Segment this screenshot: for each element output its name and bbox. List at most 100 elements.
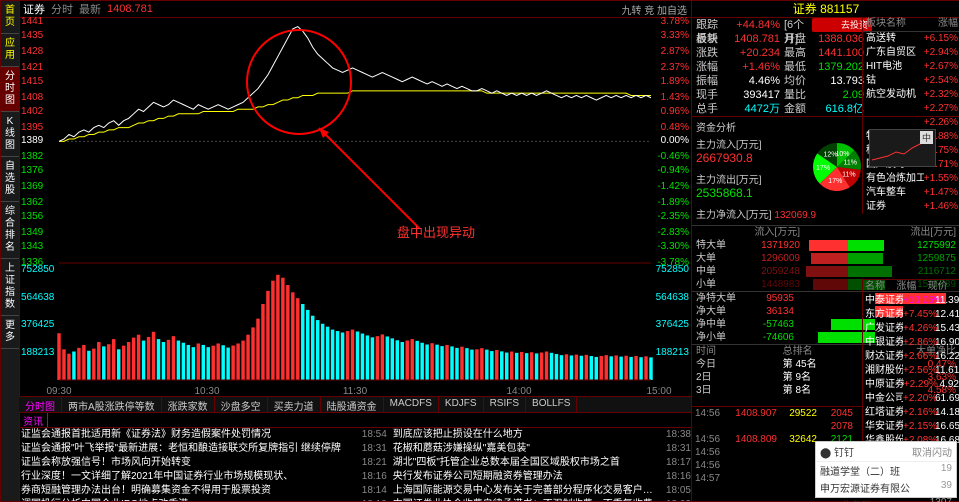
popup-item[interactable]: VTM业务群1307 (816, 496, 956, 502)
sector-row[interactable]: HIT电池+2.67% (863, 60, 959, 74)
popup-item[interactable]: 申万宏源证券有限公39 (816, 479, 956, 496)
sector-row[interactable]: 航空发动机+2.32% (863, 88, 959, 102)
sector-row[interactable]: +2.26% (863, 116, 959, 130)
svg-text:11:30: 11:30 (343, 386, 368, 396)
popup-item[interactable]: 融道学堂（二）班19 (816, 462, 956, 479)
news-list: 证监会通报首批适用新《证券法》财务造假案件处罚情况18:54到底应该把止损设在什… (19, 428, 691, 501)
indicator-tab-2[interactable]: 涨跌家数 (162, 397, 215, 413)
y-label-left: 1356 (21, 211, 43, 222)
news-item[interactable]: 花椒和蘑菇涉嫌操纵"嘉美包装" (387, 442, 653, 456)
chart-mode: 分时 (51, 1, 73, 17)
y-label-left: 564638 (21, 292, 54, 303)
y-label-left: 1408 (21, 92, 43, 103)
rail-tab-6[interactable]: 上证指数 (1, 259, 19, 316)
y-label-right: 376425 (656, 319, 689, 330)
security-name: 证券 (23, 1, 45, 17)
sector-row[interactable]: 有色冶炼加工+1.55% (863, 172, 959, 186)
news-item[interactable]: 券商短融管理办法出台！明确募集资金不得用于股票投资 (19, 484, 349, 498)
y-label-right: -1.89% (657, 197, 689, 208)
y-label-left: 1402 (21, 106, 43, 117)
tick-row: 14:561408.907295222045 (692, 407, 862, 420)
y-label-left: 1389 (21, 135, 43, 146)
news-item[interactable]: 湖北"四板"托管企业总数本届全国区域股权市场之首 (387, 456, 653, 470)
news-item[interactable]: 到底应该把止损设在什么地方 (387, 428, 653, 442)
right-panel: 证券 881157 跟踪板块+44.84%[6个月]去投资最新1408.781开… (691, 1, 959, 501)
rail-tab-0[interactable]: 首页 (1, 1, 19, 34)
svg-text:11%: 11% (844, 160, 858, 167)
popup-app-icon: ⬤ 钉钉 (820, 444, 854, 459)
indicator-tab-1[interactable]: 两市A股涨跌停等数 (62, 397, 162, 413)
indicator-tabs: 分时图两市A股涨跌停等数涨跌家数沙盘多空买卖力道陆股通资金MACDFSKDJFS… (19, 396, 691, 413)
y-label-left: 1343 (21, 241, 43, 252)
news-tabs: 资讯 (19, 413, 691, 428)
news-item[interactable]: 行业深度！一文详细了解2021年中国证券行业市场规模现状、 (19, 470, 349, 484)
indicator-tab-3[interactable]: 沙盘多空 (215, 397, 268, 413)
stock-row[interactable]: 东方证券+7.45%12.41 (863, 308, 959, 322)
rail-tab-3[interactable]: K线图 (1, 112, 19, 157)
notification-popup[interactable]: ⬤ 钉钉 取消闪动 融道学堂（二）班19申万宏源证券有限公39VTM业务群130… (815, 441, 957, 498)
right-title: 证券 881157 (692, 1, 959, 18)
y-label-right: 0.48% (661, 122, 689, 133)
y-label-left: 376425 (21, 319, 54, 330)
svg-text:17%: 17% (828, 178, 842, 185)
stock-row[interactable]: 湘财股份+2.56%11.61 (863, 364, 959, 378)
indicator-tab-9[interactable]: BOLLFS (526, 397, 577, 413)
y-label-right: 2.87% (661, 46, 689, 57)
news-item[interactable]: 证监会称放强信号！市场风向开始转变 (19, 456, 349, 470)
news-item[interactable]: 央行发布证券公司短期融资券管理办法 (387, 470, 653, 484)
fund-pie: 10%11%11%17%17%12% (811, 141, 863, 193)
indicator-tab-6[interactable]: MACDFS (384, 397, 439, 413)
news-item[interactable]: 证监会通报"叶飞举报"最新进展：老恒和酿造接联交所复牌指引 继续停牌 (19, 442, 349, 456)
news-item[interactable]: 证监会通报首批适用新《证券法》财务造假案件处罚情况 (19, 428, 349, 442)
chart-header: 证券 分时 最新 1408.781 九转 竞 加自选 (19, 1, 691, 18)
stock-row[interactable]: 中银证券+2.86%16.90 (863, 336, 959, 350)
svg-text:11%: 11% (842, 171, 856, 178)
stock-row[interactable]: 中金公司+2.20%61.69 (863, 392, 959, 406)
y-label-right: -1.42% (657, 181, 689, 192)
stock-row[interactable]: 华安证券+2.15%16.65 (863, 420, 959, 434)
rail-tab-5[interactable]: 综合排名 (1, 202, 19, 259)
indicator-tab-8[interactable]: RSIFS (484, 397, 526, 413)
indicator-tab-4[interactable]: 买卖力道 (268, 397, 321, 413)
rail-tab-4[interactable]: 自选股 (1, 157, 19, 202)
sector-row[interactable]: 高送转+6.15% (863, 32, 959, 46)
y-label-left: 1435 (21, 30, 43, 41)
y-label-left: 1441 (21, 16, 43, 27)
rail-tab-2[interactable]: 分时图 (1, 67, 19, 112)
sector-row[interactable]: 汽车整车+1.47% (863, 186, 959, 200)
rail-tab-1[interactable]: 应用 (1, 34, 19, 67)
indicator-tab-7[interactable]: KDJFS (439, 397, 484, 413)
stock-row[interactable]: 红塔证券+2.16%14.18 (863, 406, 959, 420)
stock-row[interactable]: 财达证券+2.66%16.22 (863, 350, 959, 364)
flow-row: 大单12960091259875 (692, 252, 959, 265)
flow-row: 中单20592482116712 (692, 265, 959, 278)
rail-tab-7[interactable]: 更多 (1, 316, 19, 349)
news-tab[interactable]: 资讯 (19, 413, 48, 427)
indicator-tab-0[interactable]: 分时图 (19, 397, 62, 413)
y-label-right: 3.78% (661, 16, 689, 27)
sector-row[interactable]: 广东自贸区+2.94% (863, 46, 959, 60)
last-label: 最新 (79, 1, 101, 17)
sector-row[interactable]: 证券+1.46% (863, 200, 959, 214)
stock-row[interactable]: 中原证券+2.29%4.92 (863, 378, 959, 392)
svg-text:09:30: 09:30 (46, 386, 71, 396)
popup-dismiss[interactable]: 取消闪动 (912, 444, 952, 459)
sector-row[interactable]: +2.27% (863, 102, 959, 116)
y-label-left: 1395 (21, 122, 43, 133)
stock-row[interactable]: 中泰证券+10.05%11.39 (863, 294, 959, 308)
header-tools[interactable]: 九转 竞 加自选 (621, 2, 687, 17)
y-label-right: 564638 (656, 292, 689, 303)
last-price: 1408.781 (107, 3, 153, 15)
y-label-left: 1382 (21, 151, 43, 162)
y-label-left: 1369 (21, 181, 43, 192)
sector-row[interactable]: 钴+2.54% (863, 74, 959, 88)
y-label-left: 752850 (21, 264, 54, 275)
chart-body[interactable]: 09:3010:3011:3014:0015:00 盘中出现异动 14413.7… (19, 18, 691, 396)
indicator-tab-5[interactable]: 陆股通资金 (321, 397, 384, 413)
news-item[interactable]: 上海国际能源交易中心发布关于完善部分程序化交易客户备案 (387, 484, 653, 498)
svg-text:17%: 17% (816, 165, 830, 172)
y-label-right: 188213 (656, 347, 689, 358)
stock-row[interactable]: 广发证券+4.26%15.43 (863, 322, 959, 336)
y-label-right: 0.96% (661, 106, 689, 117)
svg-text:12%: 12% (823, 152, 837, 159)
